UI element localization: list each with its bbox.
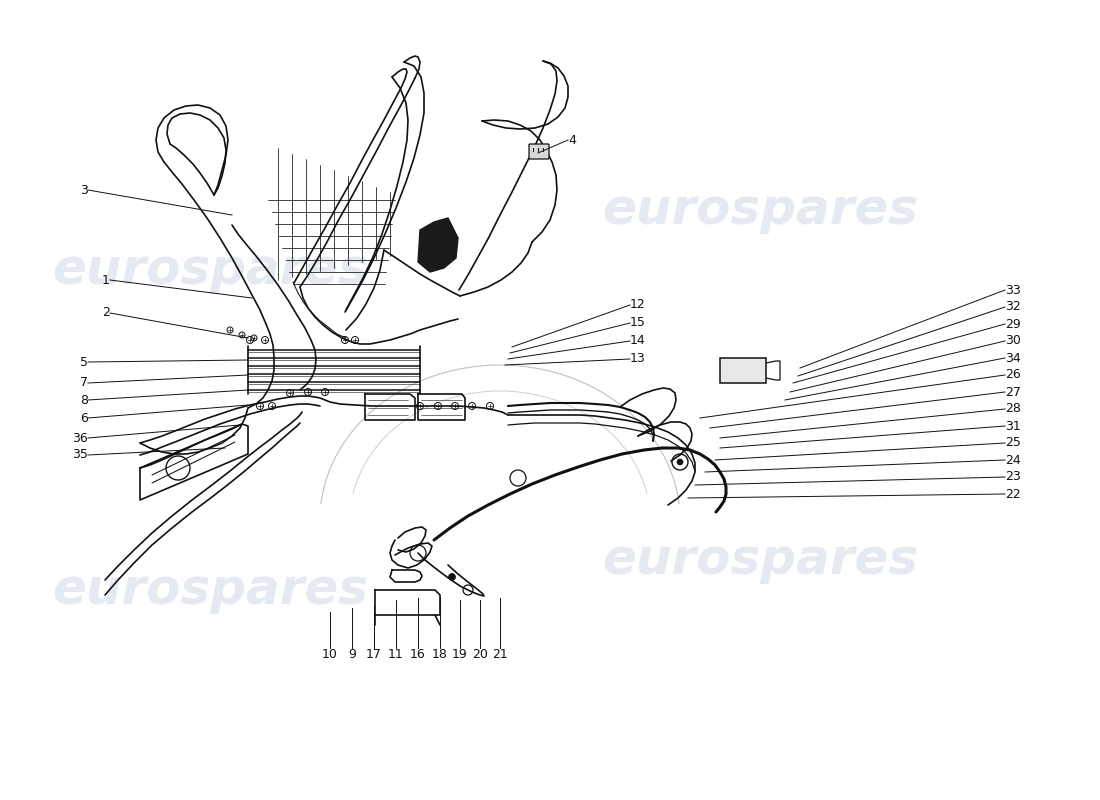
Text: 14: 14 <box>630 334 646 347</box>
Text: 8: 8 <box>80 394 88 406</box>
Text: 36: 36 <box>73 431 88 445</box>
Text: 13: 13 <box>630 353 646 366</box>
Text: 21: 21 <box>492 648 508 661</box>
Text: 22: 22 <box>1005 487 1021 501</box>
Text: 10: 10 <box>322 648 338 661</box>
Circle shape <box>676 459 683 465</box>
Text: eurospares: eurospares <box>602 186 918 234</box>
Text: 20: 20 <box>472 648 488 661</box>
Text: 18: 18 <box>432 648 448 661</box>
Text: 30: 30 <box>1005 334 1021 347</box>
Text: 12: 12 <box>630 298 646 311</box>
Text: 16: 16 <box>410 648 426 661</box>
Text: 17: 17 <box>366 648 382 661</box>
Text: 27: 27 <box>1005 386 1021 398</box>
Text: 35: 35 <box>73 449 88 462</box>
Text: 11: 11 <box>388 648 404 661</box>
Text: 26: 26 <box>1005 369 1021 382</box>
Circle shape <box>449 574 455 581</box>
Text: 24: 24 <box>1005 454 1021 466</box>
Text: 4: 4 <box>568 134 576 146</box>
Text: 25: 25 <box>1005 437 1021 450</box>
Polygon shape <box>418 218 458 272</box>
Text: 33: 33 <box>1005 283 1021 297</box>
Text: 31: 31 <box>1005 419 1021 433</box>
Text: eurospares: eurospares <box>602 536 918 584</box>
Text: 9: 9 <box>348 648 356 661</box>
Text: 3: 3 <box>80 183 88 197</box>
Bar <box>720 358 766 383</box>
Text: 28: 28 <box>1005 402 1021 415</box>
Text: eurospares: eurospares <box>52 246 368 294</box>
Text: 23: 23 <box>1005 470 1021 483</box>
Text: 29: 29 <box>1005 318 1021 330</box>
Text: 7: 7 <box>80 377 88 390</box>
Text: 32: 32 <box>1005 301 1021 314</box>
Text: 2: 2 <box>102 306 110 319</box>
Text: 1: 1 <box>102 274 110 286</box>
Text: 6: 6 <box>80 411 88 425</box>
FancyBboxPatch shape <box>529 144 549 159</box>
Text: 15: 15 <box>630 317 646 330</box>
Text: 5: 5 <box>80 355 88 369</box>
Text: 34: 34 <box>1005 351 1021 365</box>
Text: 19: 19 <box>452 648 468 661</box>
Text: eurospares: eurospares <box>52 566 368 614</box>
